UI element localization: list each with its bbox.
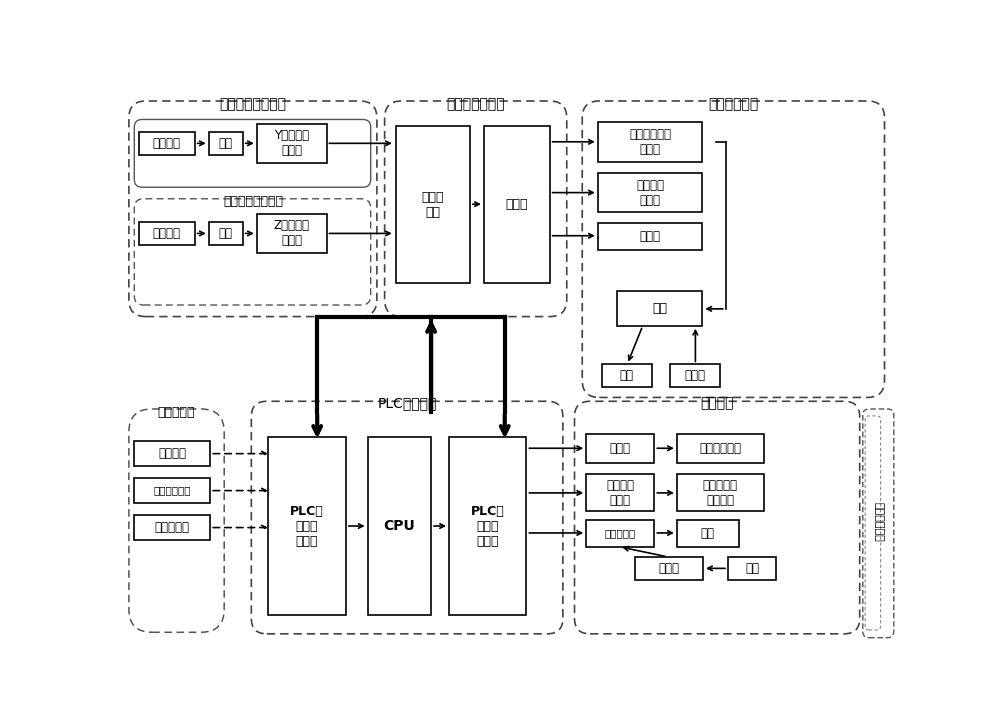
Text: 用户: 用户 <box>652 302 667 315</box>
Text: 按钮: 按钮 <box>620 370 634 383</box>
Text: Z方向测量
摄像机: Z方向测量 摄像机 <box>274 219 310 248</box>
Text: 数据采
集卡: 数据采 集卡 <box>422 190 444 219</box>
Text: 气源: 气源 <box>745 562 759 575</box>
Bar <box>396 126 470 283</box>
Text: 动力系统: 动力系统 <box>700 396 734 409</box>
Text: PLC数
字量输
出模块: PLC数 字量输 出模块 <box>471 505 505 547</box>
Text: 警示灯: 警示灯 <box>685 370 706 383</box>
Text: 镜头: 镜头 <box>219 136 233 150</box>
Text: 光电传感器: 光电传感器 <box>155 521 190 534</box>
Text: CPU: CPU <box>383 519 415 533</box>
Bar <box>728 557 776 580</box>
Text: 人机交互界面: 人机交互界面 <box>708 97 759 111</box>
Bar <box>368 438 431 615</box>
Bar <box>598 122 702 162</box>
Bar <box>602 364 652 388</box>
Bar <box>586 433 654 463</box>
Bar <box>134 441 210 466</box>
Text: 镜头: 镜头 <box>219 227 233 240</box>
Text: 送料、分拣
伺服电机: 送料、分拣 伺服电机 <box>703 479 738 507</box>
Bar <box>586 520 654 547</box>
Bar <box>134 478 210 503</box>
Text: PLC控制模块: PLC控制模块 <box>377 396 437 409</box>
Text: 气缸: 气缸 <box>701 527 715 540</box>
Text: 伺服电机
驱动器: 伺服电机 驱动器 <box>606 479 634 507</box>
Bar <box>139 132 195 155</box>
Bar <box>617 291 702 326</box>
Text: 变频器: 变频器 <box>610 441 631 454</box>
Bar <box>209 222 243 245</box>
Text: 位置传感器: 位置传感器 <box>157 407 195 420</box>
Bar <box>257 214 326 253</box>
Text: 减压阀: 减压阀 <box>659 562 680 575</box>
Bar <box>586 474 654 511</box>
Bar <box>449 438 526 615</box>
Text: 接近开关: 接近开关 <box>158 447 186 460</box>
Text: 电气控制系统: 电气控制系统 <box>873 502 883 542</box>
Bar <box>139 222 195 245</box>
Bar <box>670 364 720 388</box>
Text: 照明光源: 照明光源 <box>153 136 181 150</box>
Bar <box>677 433 764 463</box>
Bar <box>677 474 764 511</box>
Text: 气缸磁性开关: 气缸磁性开关 <box>154 486 191 496</box>
Text: 人机交互界面
显示器: 人机交互界面 显示器 <box>629 128 671 156</box>
Bar <box>268 438 346 615</box>
Text: PLC数
字量输
入模块: PLC数 字量输 入模块 <box>290 505 324 547</box>
Text: 上位机: 上位机 <box>506 198 528 211</box>
Text: Y方向测量
摄像机: Y方向测量 摄像机 <box>274 129 309 158</box>
Text: 电磁换向阀: 电磁换向阀 <box>605 529 636 539</box>
FancyBboxPatch shape <box>134 120 371 187</box>
Bar <box>598 174 702 212</box>
Bar <box>484 126 550 283</box>
Bar <box>677 520 739 547</box>
Text: 打印机: 打印机 <box>640 229 661 242</box>
Text: 径向参数测量系统: 径向参数测量系统 <box>219 97 286 111</box>
Bar <box>635 557 703 580</box>
Text: 轴向参数测量系统: 轴向参数测量系统 <box>223 195 283 208</box>
Bar <box>209 132 243 155</box>
Text: 上位机控制系统: 上位机控制系统 <box>446 97 505 111</box>
Bar <box>257 124 326 163</box>
Text: 上料交流电机: 上料交流电机 <box>699 441 741 454</box>
Bar <box>598 223 702 250</box>
Text: 照明光源: 照明光源 <box>153 227 181 240</box>
Bar <box>134 515 210 540</box>
Text: 尺寸报表
显示器: 尺寸报表 显示器 <box>636 179 664 207</box>
